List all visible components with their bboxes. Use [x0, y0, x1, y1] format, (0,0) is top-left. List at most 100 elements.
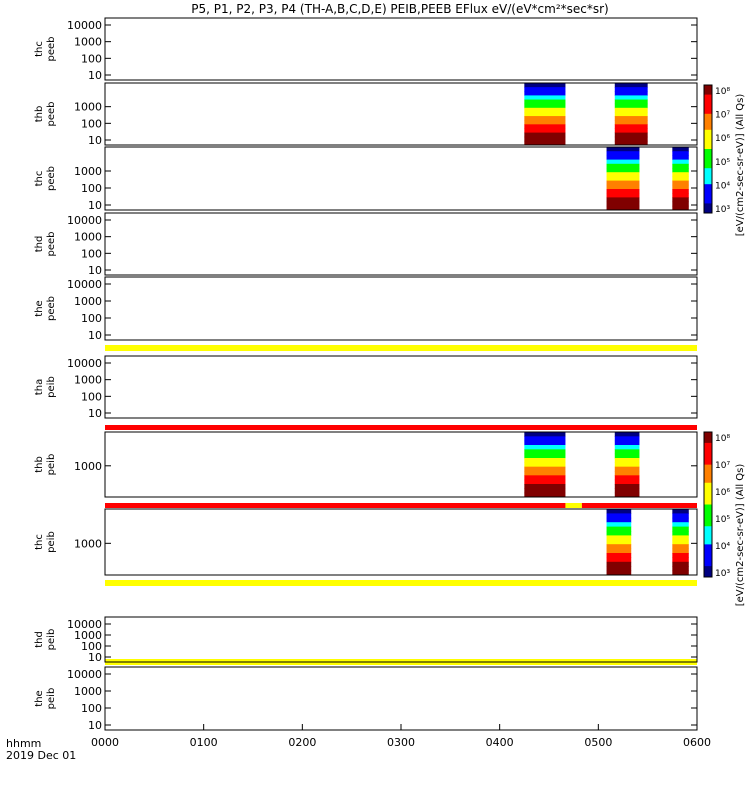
spectrogram-bin: [524, 95, 566, 101]
colorbar-bin: [704, 152, 712, 156]
quality-bar: [105, 580, 697, 586]
panel-frame: [104, 666, 698, 731]
colorbar-tick-label: 10⁸: [715, 87, 730, 97]
panel-frame: [104, 616, 698, 663]
colorbar-bin: [704, 187, 712, 192]
y-tick-label: 1000: [74, 36, 102, 49]
spectrogram-bin: [614, 111, 648, 117]
y-tick-label: 1000: [74, 165, 102, 178]
colorbar-bin: [704, 519, 712, 524]
spectrogram-bin: [524, 462, 566, 468]
spectrogram-bin: [524, 471, 566, 476]
panel-frame: [104, 276, 698, 341]
quality-bar: [105, 503, 566, 508]
spectrogram-bin: [672, 201, 689, 207]
colorbar-bin: [704, 522, 712, 527]
spectrogram-bin: [524, 440, 566, 446]
spectrogram-bin: [614, 462, 640, 468]
colorbar-bin: [704, 558, 712, 563]
colorbar-bin: [704, 88, 712, 92]
colorbar-bin: [704, 464, 712, 469]
panel-probe-label: thc: [34, 171, 45, 187]
colorbar-label: [eV/(cm2-sec-sr-eV)] (All Qs): [735, 464, 746, 607]
y-tick-label: 1000: [74, 231, 102, 244]
colorbar: 10³ 10⁴ 10⁵ 10⁶ 10⁷ 10⁸ [eV/(cm2-sec-sr-eV)] (…: [703, 431, 746, 607]
colorbar-bin: [704, 482, 712, 487]
colorbar-frame: [703, 431, 713, 578]
colorbar-bin: [704, 544, 712, 549]
colorbar-bin: [704, 113, 712, 118]
spectrogram-bin: [614, 445, 640, 450]
colorbar-bin: [704, 533, 712, 538]
spectrogram-bin: [524, 475, 566, 481]
colorbar-tick-label: 10⁷: [715, 461, 730, 471]
quality-bar: [105, 425, 697, 430]
spectrogram-bin: [606, 163, 640, 169]
colorbar-bin: [704, 529, 712, 534]
spectrogram-bin: [524, 488, 566, 494]
y-tick-label: 10: [88, 329, 102, 342]
spectrogram-bin: [614, 440, 640, 446]
colorbar-bin: [704, 171, 712, 176]
spectrogram-bin: [614, 140, 648, 146]
panel-probe-label: thc: [34, 41, 45, 57]
spectrogram-bin: [614, 107, 648, 113]
colorbar-bin: [704, 145, 712, 150]
y-tick-label: 10000: [67, 618, 102, 631]
spectrogram-bin: [672, 205, 689, 211]
y-tick-label: 10000: [67, 278, 102, 291]
colorbar-bin: [704, 123, 712, 128]
colorbar-bin: [704, 490, 712, 495]
panel-probe-label: thc: [34, 534, 45, 550]
spectrogram-bin: [672, 176, 689, 182]
colorbar-bin: [704, 181, 712, 185]
spectrogram-bin: [614, 453, 640, 459]
panel-thb-peeb: 10 100 1000 thb peeb: [34, 82, 698, 147]
spectrogram-block: [524, 432, 566, 498]
spectrogram-bin: [672, 566, 689, 572]
spectrogram-bin: [672, 526, 689, 532]
spectrogram-bin: [524, 107, 566, 113]
spectrogram-block: [672, 509, 689, 576]
colorbar-bin: [704, 442, 712, 447]
panel-product-label: peeb: [46, 102, 57, 127]
spectrogram-bin: [524, 458, 566, 463]
panel-the-peib: 10 100 1000 10000 the peib: [34, 666, 698, 732]
panel-product-label: peib: [46, 454, 57, 476]
colorbar-frame: [703, 84, 713, 214]
spectrogram-bin: [606, 155, 640, 161]
colorbar-bin: [704, 168, 712, 172]
colorbar-bin: [704, 165, 712, 169]
x-tick-label: 0600: [683, 736, 711, 749]
colorbar-bin: [704, 200, 712, 204]
panel-probe-label: thb: [34, 106, 45, 123]
y-tick-label: 1000: [74, 537, 102, 550]
x-tick-label: 0300: [387, 736, 415, 749]
colorbar-bin: [704, 126, 712, 131]
spectrogram-bin: [524, 432, 566, 437]
panel-thc-peib: 1000 thc peib: [34, 508, 698, 576]
colorbar-bin: [704, 193, 712, 198]
panel-thc-peeb: 10 100 1000 10000 thc peeb: [34, 17, 698, 82]
panel-label: thd peib: [34, 629, 57, 651]
colorbar-bin: [704, 479, 712, 484]
spectrogram-bin: [524, 103, 566, 109]
spectrogram-bin: [672, 189, 689, 194]
panel-the-peeb: 10 100 1000 10000 the peeb: [34, 276, 698, 342]
spectrogram-bin: [614, 479, 640, 485]
spectrogram-bin: [614, 492, 640, 498]
panel-product-label: peeb: [46, 37, 57, 62]
colorbar-bin: [704, 129, 712, 134]
colorbar-bin: [704, 562, 712, 567]
colorbar-bin: [704, 174, 712, 179]
spectrogram-bin: [672, 180, 689, 186]
panel-product-label: peeb: [46, 232, 57, 257]
spectrogram-bin: [606, 557, 632, 563]
spectrogram-bin: [672, 548, 689, 554]
colorbar-bin: [704, 136, 712, 140]
y-tick-label: 10000: [67, 668, 102, 681]
colorbar-bin: [704, 117, 712, 121]
spectrogram-block: [606, 509, 632, 576]
